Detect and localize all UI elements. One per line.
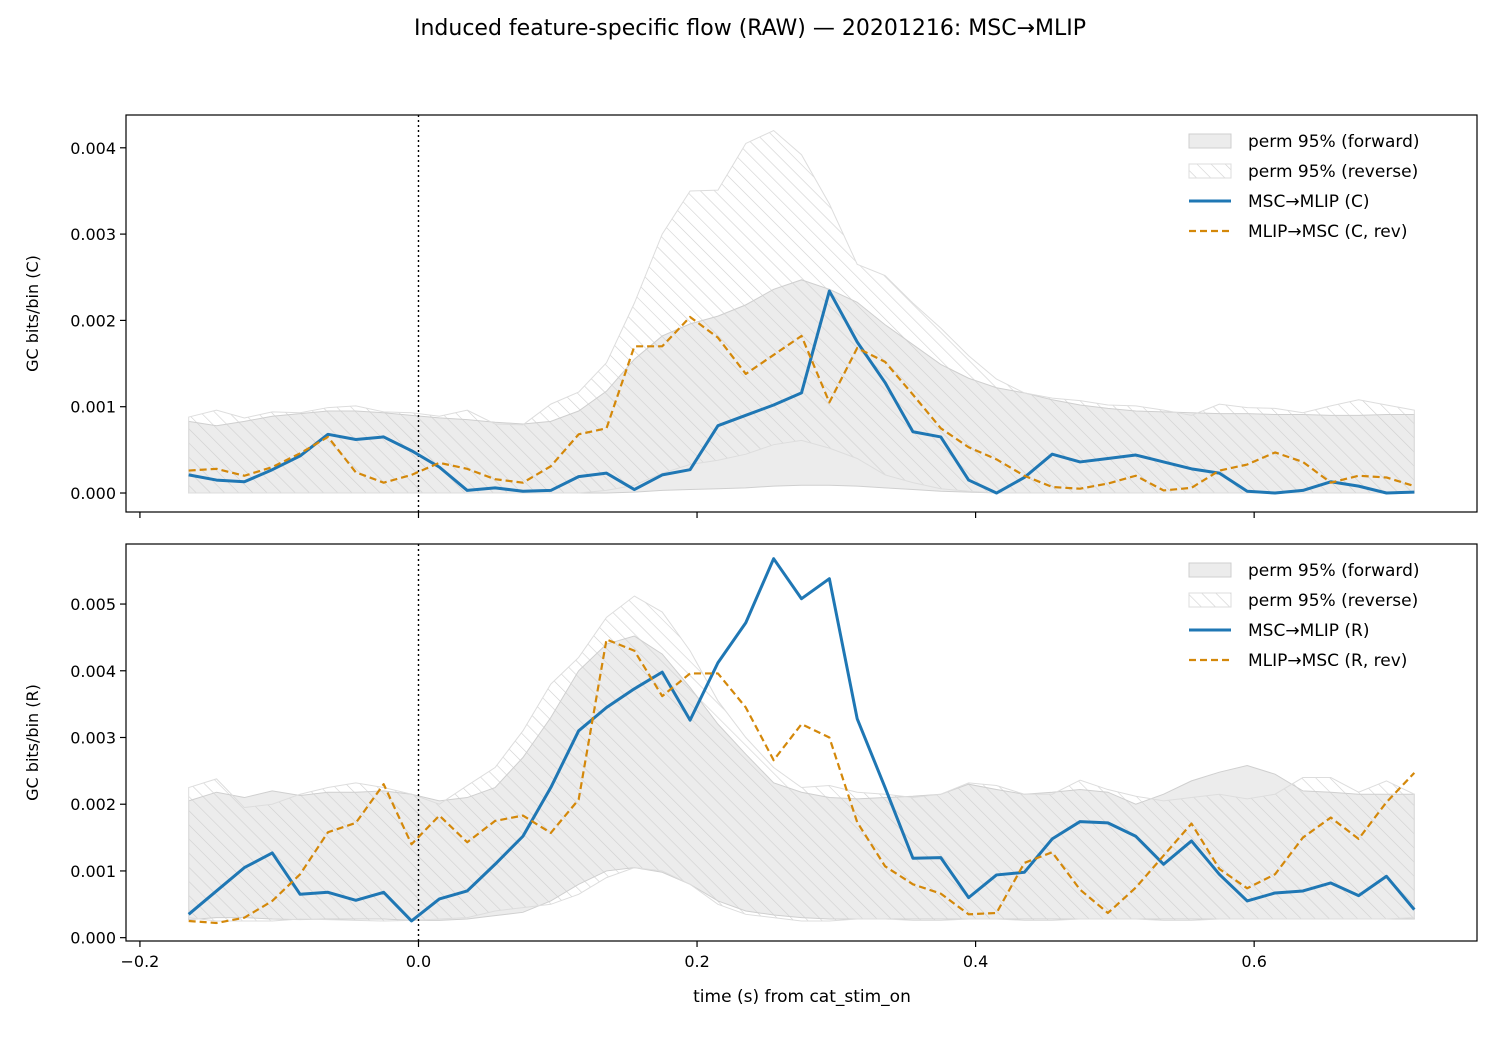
y-tick-label: 0.005 [70, 595, 116, 614]
x-tick-label: 0.0 [406, 952, 431, 971]
y-tick-label: 0.000 [70, 929, 116, 948]
y-tick-label: 0.004 [70, 139, 116, 158]
legend-swatch-forward-band [1188, 562, 1232, 578]
band-reverse [188, 595, 1415, 922]
legend-swatch-reverse-band [1188, 163, 1232, 179]
legend-label: perm 95% (reverse) [1248, 591, 1418, 611]
y-tick-label: 0.002 [70, 311, 116, 330]
y-tick-label: 0.003 [70, 225, 116, 244]
y-tick-label: 0.004 [70, 662, 116, 681]
legend-label: perm 95% (forward) [1248, 561, 1420, 581]
y-axis-label: GC bits/bin (C) [23, 255, 42, 372]
x-tick-label: 0.6 [1241, 952, 1266, 971]
legend-label: MSC→MLIP (C) [1248, 192, 1370, 212]
panel-bottom: −0.2 0.0 0.2 0.4 0.6 0.000 0.001 0.002 0.003 0.00… [23, 543, 1478, 971]
legend-swatch-forward-band [1188, 133, 1232, 149]
y-axis-label: GC bits/bin (R) [23, 684, 42, 801]
legend-label: MSC→MLIP (R) [1248, 621, 1369, 641]
x-axis-label: time (s) from cat_stim_on [693, 987, 911, 1007]
x-tick-label: 0.4 [963, 952, 988, 971]
axes-frame [125, 114, 1478, 513]
y-tick-label: 0.002 [70, 795, 116, 814]
legend-swatch-reverse-band [1188, 592, 1232, 608]
legend-label: perm 95% (forward) [1248, 132, 1420, 152]
legend-label: perm 95% (reverse) [1248, 162, 1418, 182]
series-line-mlip-msc-c-rev [188, 315, 1415, 492]
series-line-msc-mlip-c [188, 289, 1415, 495]
y-tick-label: 0.000 [70, 484, 116, 503]
y-tick-label: 0.003 [70, 728, 116, 747]
series-line-msc-mlip-r [187, 557, 1416, 923]
legend: perm 95% (forward) perm 95% (reverse) MSC→… [1188, 561, 1420, 671]
figure-title: Induced feature-specific flow (RAW) — 20… [414, 16, 1086, 41]
panel-top: 0.000 0.001 0.002 0.003 0.004 GC bits/bin (C)… [23, 114, 1478, 518]
series-line-mlip-msc-r-rev [188, 638, 1416, 925]
axes-frame [125, 543, 1478, 942]
y-tick-label: 0.001 [70, 398, 116, 417]
legend-label: MLIP→MSC (R, rev) [1248, 651, 1407, 671]
legend: perm 95% (forward) perm 95% (reverse) MSC→… [1188, 132, 1420, 242]
x-tick-label: −0.2 [120, 952, 159, 971]
legend-label: MLIP→MSC (C, rev) [1248, 222, 1407, 242]
y-tick-label: 0.001 [70, 862, 116, 881]
x-tick-label: 0.2 [684, 952, 709, 971]
